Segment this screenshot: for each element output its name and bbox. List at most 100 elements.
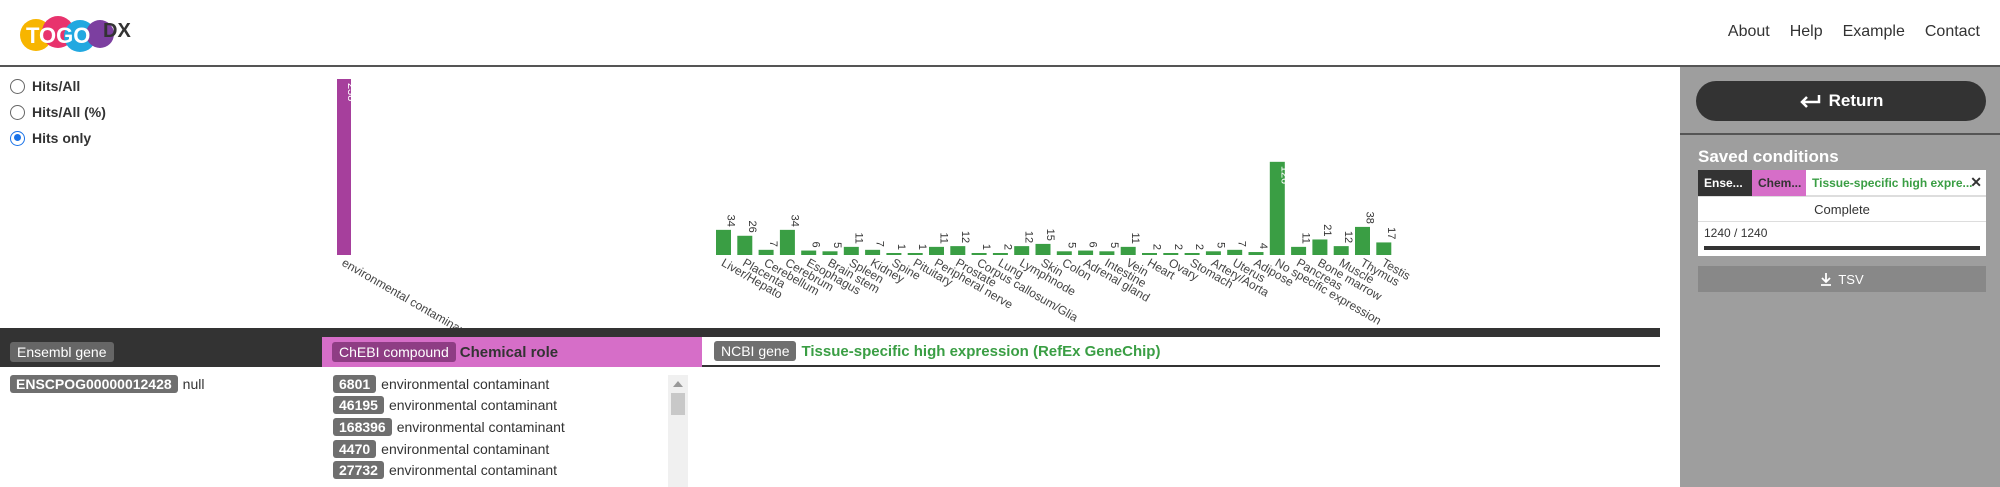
chart-bar[interactable] [1035,243,1051,255]
list-item: 6801 environmental contaminant [333,373,565,395]
side-divider [1680,133,2000,135]
chart-bar[interactable] [1333,246,1349,255]
compound-id-badge[interactable]: 168396 [333,417,392,436]
compound-scrollbar[interactable] [668,375,688,487]
chart-bar[interactable] [1163,253,1179,255]
column-header-gene: Ensembl gene [0,337,322,367]
chart-bar[interactable] [758,249,774,255]
column-header-tissue: NCBI gene Tissue-specific high expressio… [702,337,1660,367]
compound-id-badge[interactable]: 46195 [333,396,384,415]
compound-id-badge[interactable]: 27732 [333,461,384,480]
table-row: ENSCPOG00000012428 null [10,373,204,395]
bar-value-label: 4 [1257,243,1269,249]
radio-hits-all-percent[interactable]: Hits/All (%) [10,99,106,125]
chart-bar[interactable] [907,253,923,255]
compound-role: environmental contaminant [396,418,565,435]
chart-bar[interactable] [1291,246,1307,255]
table-top-divider [0,328,1660,337]
compound-id-badge[interactable]: 4470 [333,439,377,458]
chart-bar[interactable] [1120,246,1136,255]
logo-suffix: DX [103,20,131,42]
chart-bar[interactable] [971,253,987,255]
chip-chebi[interactable]: Chem... [1752,170,1806,196]
return-button[interactable]: Return [1696,81,1986,121]
chart-bar[interactable] [716,229,731,255]
chart-bar[interactable] [1376,242,1392,255]
bar-value-label: 11 [1129,232,1141,243]
chart-bar[interactable] [1099,251,1115,255]
chart-bar[interactable] [1056,251,1072,255]
radio-label: Hits/All [32,78,81,94]
bar-value-label: 34 [725,215,737,227]
display-mode-group: Hits/All Hits/All (%) Hits only [10,73,106,151]
saved-conditions-panel: Return Saved conditions Ense... Chem... … [1680,67,2000,487]
chart-bar[interactable] [992,253,1008,255]
chart-bar[interactable] [950,246,966,255]
nav-about[interactable]: About [1727,23,1770,40]
chart-bar[interactable] [1227,249,1243,255]
chart-bar[interactable] [801,250,817,255]
progress-fill [1704,246,1980,250]
bar-value-label: 1 [980,244,992,250]
ncbi-gene-badge: NCBI gene [714,341,797,361]
gene-id-badge[interactable]: ENSCPOG00000012428 [10,374,178,393]
condition-chips: Ense... Chem... Tissue-specific high exp… [1698,170,1986,196]
chart-bar[interactable] [1078,250,1094,255]
progress-bar [1704,246,1980,250]
list-item: 168396 environmental contaminant [333,416,565,438]
radio-hits-only[interactable]: Hits only [10,125,106,151]
chebi-compound-badge: ChEBI compound [332,342,456,362]
progress-count: 1240 / 1240 [1704,226,1768,240]
tsv-download-button[interactable]: TSV [1698,266,1986,292]
chart-bar[interactable] [1014,246,1030,255]
chart-bar[interactable] [1312,239,1328,255]
radio-circle[interactable] [10,78,25,94]
chip-tissue[interactable]: Tissue-specific high expre... ✕ [1806,170,1986,196]
chart-bar[interactable] [1269,161,1285,255]
list-item: 4470 environmental contaminant [333,438,565,460]
bar-value-label: 2 [1193,244,1205,250]
nav-example[interactable]: Example [1842,23,1905,40]
chart-bar[interactable] [337,79,351,255]
bar-value-label: 11 [1300,232,1312,243]
bar-value-label: 12 [1342,231,1354,243]
chart-bar[interactable] [886,253,902,255]
compound-role: environmental contaminant [381,375,550,392]
compound-list: 6801 environmental contaminant 46195 envir… [333,373,565,481]
chart-bar[interactable] [779,229,795,255]
nav-help[interactable]: Help [1789,23,1823,40]
chart-bar[interactable] [737,235,753,255]
chart-bar[interactable] [1184,253,1200,255]
bar-value-label: 7 [1236,241,1248,247]
bar-value-label: 21 [1321,224,1333,236]
bar-value-label: 17 [1385,227,1397,239]
chart-bar[interactable] [822,251,838,255]
bar-value-label: 2 [1172,244,1184,250]
bar-value-label: 11 [852,232,864,243]
chart-bar[interactable] [865,249,881,255]
bar-value-label: 11 [938,232,950,243]
download-icon [1821,273,1832,286]
chip-ensembl[interactable]: Ense... [1698,170,1752,196]
chart-bar[interactable] [1142,253,1157,255]
compound-role: environmental contaminant [381,440,550,457]
compound-id-badge[interactable]: 6801 [333,374,377,393]
radio-circle[interactable] [10,104,25,120]
chart-bar[interactable] [843,246,859,255]
chart-bar[interactable] [1205,251,1221,255]
logo-text: TOGO [26,23,90,48]
chemical-role-label: Chemical role [459,343,559,361]
scroll-up-icon[interactable] [673,381,683,387]
bar-value-label: 1 [916,244,928,250]
togodx-logo[interactable]: TOGO [18,10,148,60]
chart-bar[interactable] [1248,252,1264,255]
radio-circle[interactable] [10,130,25,146]
nav-contact[interactable]: Contact [1924,23,1980,40]
radio-hits-all[interactable]: Hits/All [10,73,106,99]
status-text: Complete [1698,196,1986,222]
close-icon[interactable]: ✕ [1970,174,1982,190]
bar-value-label: 34 [788,215,800,227]
chart-bar[interactable] [1355,226,1370,255]
chart-bar[interactable] [929,246,944,255]
scroll-thumb[interactable] [671,393,685,415]
